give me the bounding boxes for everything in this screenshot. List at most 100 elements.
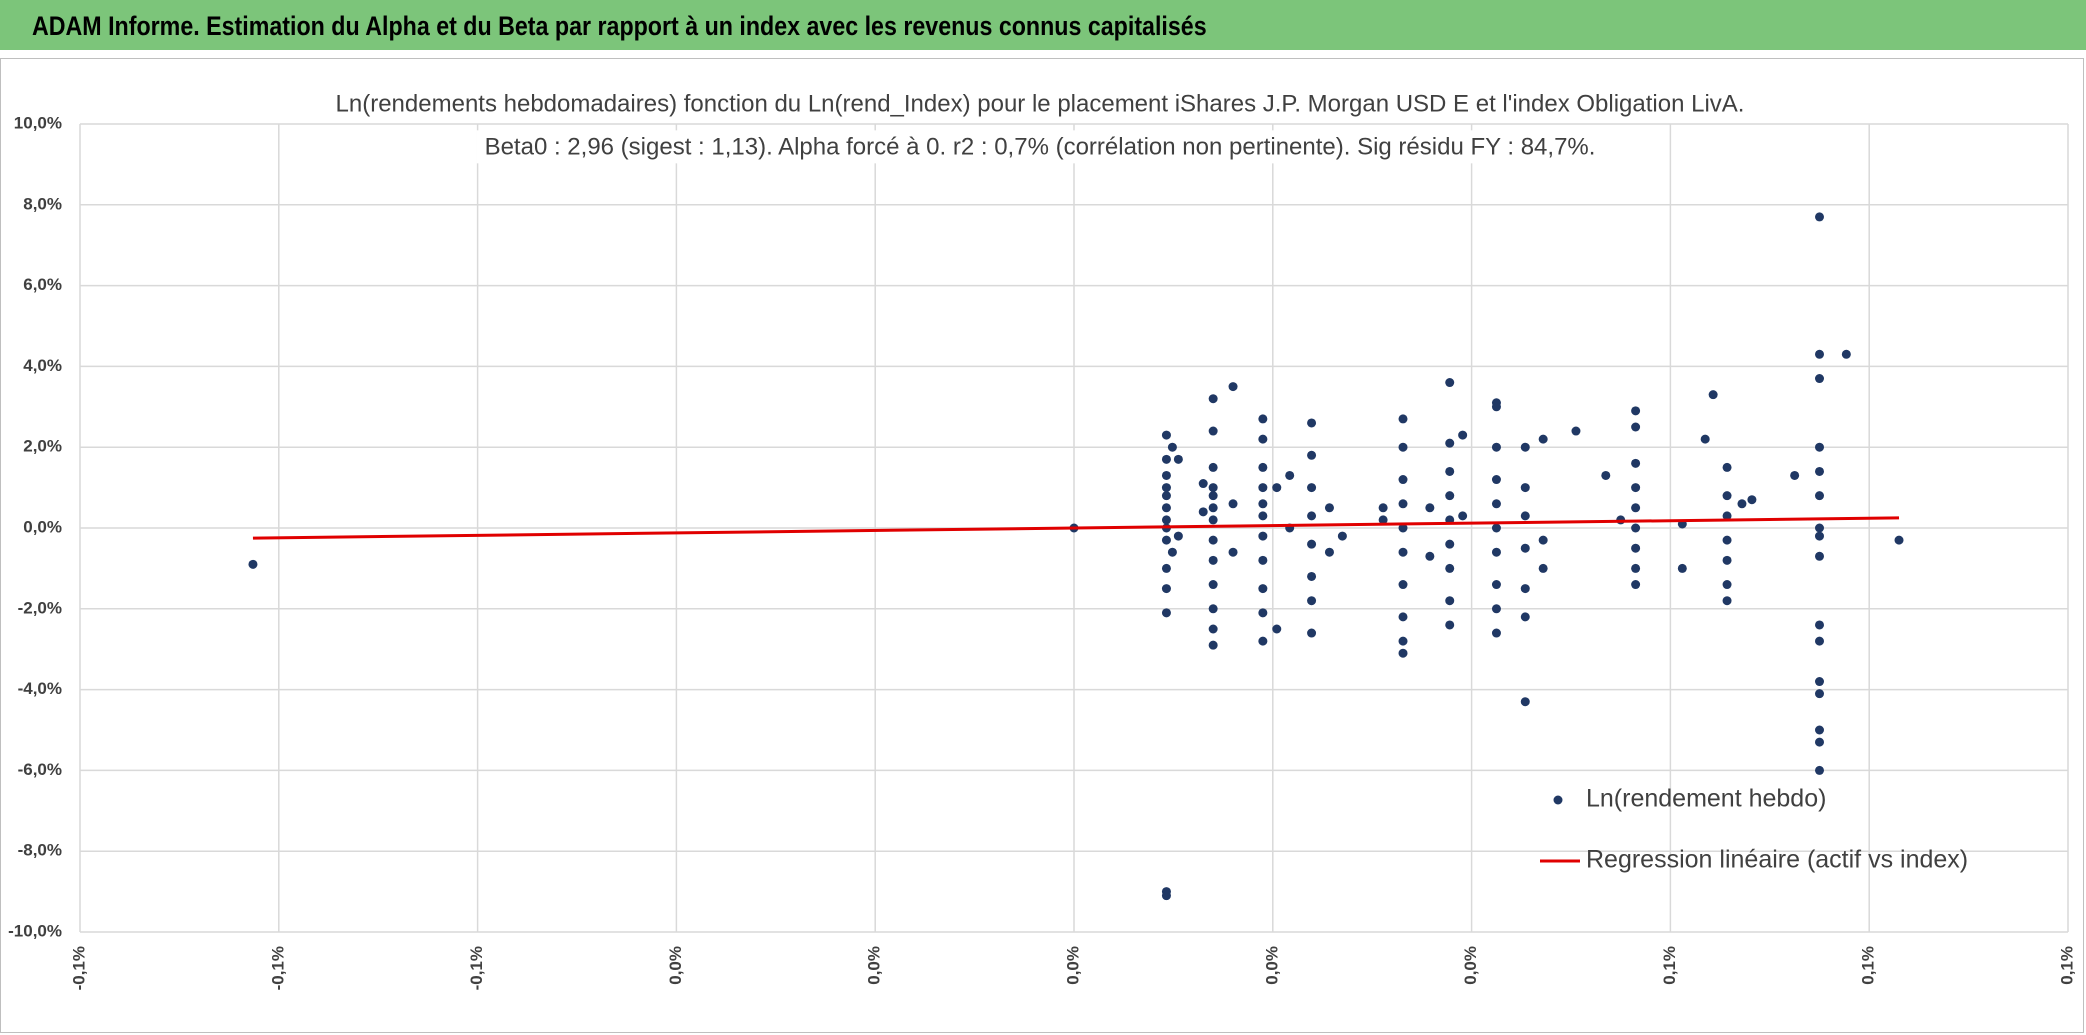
scatter-point [1161, 454, 1171, 464]
chart-subtitle: Beta0 : 2,96 (sigest : 1,13). Alpha forc… [485, 133, 1596, 160]
scatter-point [1398, 523, 1408, 533]
scatter-point [1631, 503, 1641, 513]
scatter-point [1491, 499, 1501, 509]
scatter-point [1228, 547, 1238, 557]
x-tick-label: 0,1% [1660, 946, 1679, 985]
scatter-point [1815, 725, 1824, 735]
scatter-point [1571, 426, 1581, 436]
legend-swatch [1553, 795, 1563, 805]
scatter-point [1208, 580, 1218, 590]
scatter-point [1198, 507, 1208, 517]
scatter-point [1722, 596, 1732, 606]
scatter-point [1445, 378, 1455, 388]
scatter-point [1631, 422, 1641, 432]
scatter-point [1228, 499, 1238, 509]
x-tick-label: -0,1% [467, 946, 486, 990]
scatter-point [1445, 620, 1455, 630]
scatter-point [1445, 491, 1455, 501]
scatter-point [1722, 511, 1732, 521]
scatter-point [1737, 499, 1747, 509]
scatter-point [1520, 511, 1530, 521]
scatter-point [1894, 535, 1904, 545]
scatter-point [1161, 535, 1171, 545]
scatter-point [1815, 349, 1824, 359]
scatter-point [1520, 612, 1530, 622]
scatter-point [1815, 212, 1824, 222]
scatter-point [1631, 483, 1641, 493]
scatter-point [1208, 624, 1218, 634]
scatter-point [1700, 434, 1710, 444]
x-tick-label: 0,1% [1859, 946, 1878, 985]
scatter-point [1167, 547, 1177, 557]
scatter-point [1398, 499, 1408, 509]
scatter-point [1398, 636, 1408, 646]
scatter-point [1258, 531, 1268, 541]
title-bg [476, 130, 1604, 164]
scatter-point [1722, 491, 1732, 501]
chart-frame [0, 58, 2084, 1033]
scatter-point [1841, 349, 1851, 359]
scatter-point [1208, 483, 1218, 493]
scatter-point [1491, 442, 1501, 452]
scatter-point [1815, 737, 1824, 747]
scatter-point [1161, 515, 1171, 525]
scatter-point [1272, 624, 1282, 634]
scatter-point [1161, 563, 1171, 573]
scatter-point [1445, 539, 1455, 549]
scatter-point [1815, 689, 1824, 699]
scatter-point [1324, 503, 1334, 513]
scatter-point [1747, 495, 1757, 505]
scatter-point [1520, 442, 1530, 452]
scatter-point [1708, 390, 1718, 400]
scatter-point [1491, 628, 1501, 638]
y-tick-label: -4,0% [18, 679, 62, 698]
y-tick-label: 6,0% [23, 275, 62, 294]
scatter-point [1173, 454, 1183, 464]
scatter-point [1398, 648, 1408, 658]
scatter-point [1398, 475, 1408, 485]
scatter-point [1161, 584, 1171, 594]
scatter-point [1378, 515, 1388, 525]
scatter-point [1258, 636, 1268, 646]
scatter-point [1398, 547, 1408, 557]
scatter-point [1324, 547, 1334, 557]
scatter-point [1307, 418, 1317, 428]
scatter-point [1258, 584, 1268, 594]
scatter-point [1208, 394, 1218, 404]
scatter-point [248, 559, 258, 569]
legend-label: Regression linéaire (actif vs index) [1586, 846, 1968, 874]
scatter-point [1491, 523, 1501, 533]
scatter-point [1520, 584, 1530, 594]
scatter-point [1815, 677, 1824, 687]
scatter-point [1307, 511, 1317, 521]
banner-title: ADAM Informe. Estimation du Alpha et du … [32, 11, 1207, 41]
y-tick-label: -10,0% [8, 921, 62, 940]
scatter-point [1815, 531, 1824, 541]
scatter-point [1208, 535, 1218, 545]
scatter-point [1258, 608, 1268, 618]
scatter-point [1445, 438, 1455, 448]
scatter-point [1378, 503, 1388, 513]
scatter-point [1491, 580, 1501, 590]
scatter-point [1815, 442, 1824, 452]
scatter-point [1307, 539, 1317, 549]
scatter-point [1398, 580, 1408, 590]
scatter-point [1601, 470, 1611, 480]
scatter-point [1258, 555, 1268, 565]
scatter-point [1815, 620, 1824, 630]
x-tick-label: 0,0% [1063, 946, 1082, 985]
scatter-point [1425, 551, 1435, 561]
scatter-point [1538, 563, 1548, 573]
y-tick-label: -8,0% [18, 841, 62, 860]
scatter-point [1815, 374, 1824, 384]
scatter-point [1722, 580, 1732, 590]
scatter-point [1208, 515, 1218, 525]
scatter-point [1307, 483, 1317, 493]
scatter-point [1445, 563, 1455, 573]
x-tick-label: 0,0% [1262, 946, 1281, 985]
scatter-point [1815, 551, 1824, 561]
scatter-point [1815, 636, 1824, 646]
scatter-point [1258, 414, 1268, 424]
y-tick-label: -6,0% [18, 760, 62, 779]
